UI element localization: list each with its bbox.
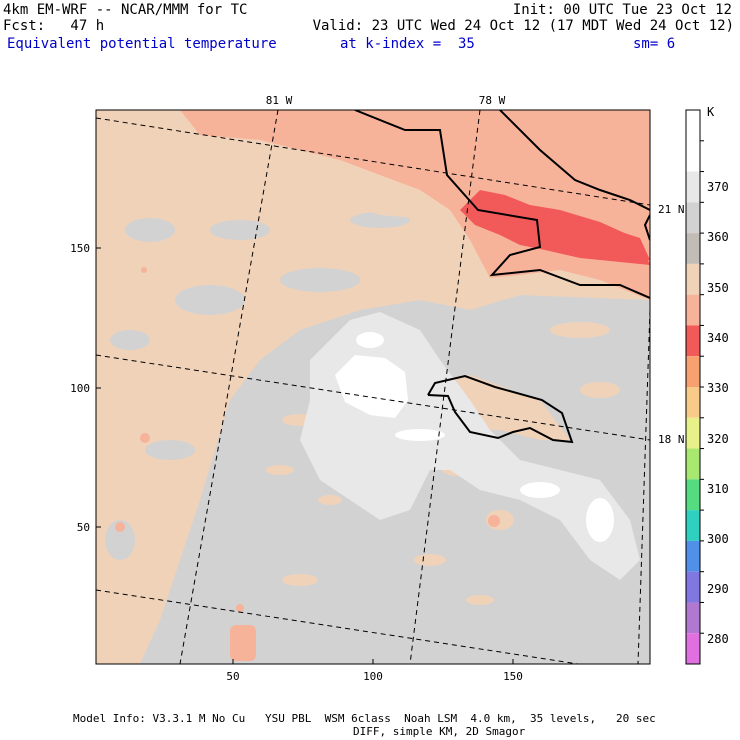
colorbar-unit: K — [707, 105, 715, 119]
colorbar-swatch — [686, 294, 700, 326]
colorbar-swatch — [686, 263, 700, 295]
y-tick-100: 100 — [70, 382, 90, 395]
field-gray-patches — [105, 212, 410, 612]
colorbar-label-340: 340 — [707, 331, 729, 345]
colorbar-swatch — [686, 202, 700, 234]
colorbar-swatch — [686, 356, 700, 387]
colorbar-swatch — [686, 540, 700, 572]
colorbar-labels: 370 360 350 340 330 320 310 300 290 280 — [707, 180, 729, 646]
model-info-2: DIFF, simple KM, 2D Smagor — [353, 725, 526, 738]
colorbar-swatch — [686, 140, 700, 172]
colorbar — [685, 109, 704, 665]
colorbar-swatch — [686, 633, 700, 664]
y-tick-50: 50 — [77, 521, 90, 534]
latlon-grid — [96, 110, 650, 664]
colorbar-label-360: 360 — [707, 230, 729, 244]
field-white-streaks — [356, 332, 614, 542]
colorbar-swatch — [686, 325, 700, 357]
colorbar-swatch — [686, 171, 700, 203]
theta-e-field — [96, 110, 650, 664]
colorbar-swatch — [686, 448, 700, 480]
colorbar-swatch — [686, 510, 700, 541]
colorbar-swatch — [686, 479, 700, 511]
coastline — [354, 110, 650, 444]
colorbar-swatch — [686, 233, 700, 264]
x-tick-50: 50 — [226, 670, 239, 683]
colorbar-label-300: 300 — [707, 532, 729, 546]
model-info: Model Info: V3.3.1 M No Cu YSU PBL WSM 6… — [73, 712, 656, 725]
colorbar-swatch — [686, 110, 700, 141]
x-tick-100: 100 — [363, 670, 383, 683]
field-tan-inner — [190, 140, 440, 220]
colorbar-label-350: 350 — [707, 281, 729, 295]
colorbar-label-330: 330 — [707, 381, 729, 395]
lon-label-78w: 78 W — [479, 94, 506, 107]
colorbar-label-320: 320 — [707, 432, 729, 446]
colorbar-swatch — [686, 602, 700, 634]
colorbar-swatch — [686, 417, 700, 449]
field-red-core-2 — [540, 215, 650, 260]
x-tick-150: 150 — [503, 670, 523, 683]
axis-ticks — [96, 247, 514, 664]
field-salmon-band — [180, 110, 650, 300]
lon-label-81w: 81 W — [266, 94, 293, 107]
field-name: Equivalent potential temperature — [7, 36, 277, 52]
field-white-core — [335, 355, 408, 418]
y-tick-150: 150 — [70, 242, 90, 255]
colorbar-label-290: 290 — [707, 582, 729, 596]
smoothing-info: sm= 6 — [633, 36, 676, 52]
lat-label-21n: 21 N — [658, 203, 685, 216]
model-title: 4km EM-WRF -- NCAR/MMM for TC — [3, 2, 248, 18]
colorbar-label-370: 370 — [707, 180, 729, 194]
colorbar-swatch — [686, 571, 700, 603]
colorbar-label-280: 280 — [707, 632, 729, 646]
init-time: Init: 00 UTC Tue 23 Oct 12 — [512, 2, 732, 18]
lat-label-18n: 18 N — [658, 433, 685, 446]
colorbar-swatch — [686, 387, 700, 418]
field-salmon-spots — [115, 267, 500, 661]
colorbar-label-310: 310 — [707, 482, 729, 496]
forecast-hour: Fcst: 47 h — [3, 18, 105, 34]
level-info: at k-index = 35 — [340, 36, 475, 52]
valid-time: Valid: 23 UTC Wed 24 Oct 12 (17 MDT Wed … — [312, 18, 734, 34]
